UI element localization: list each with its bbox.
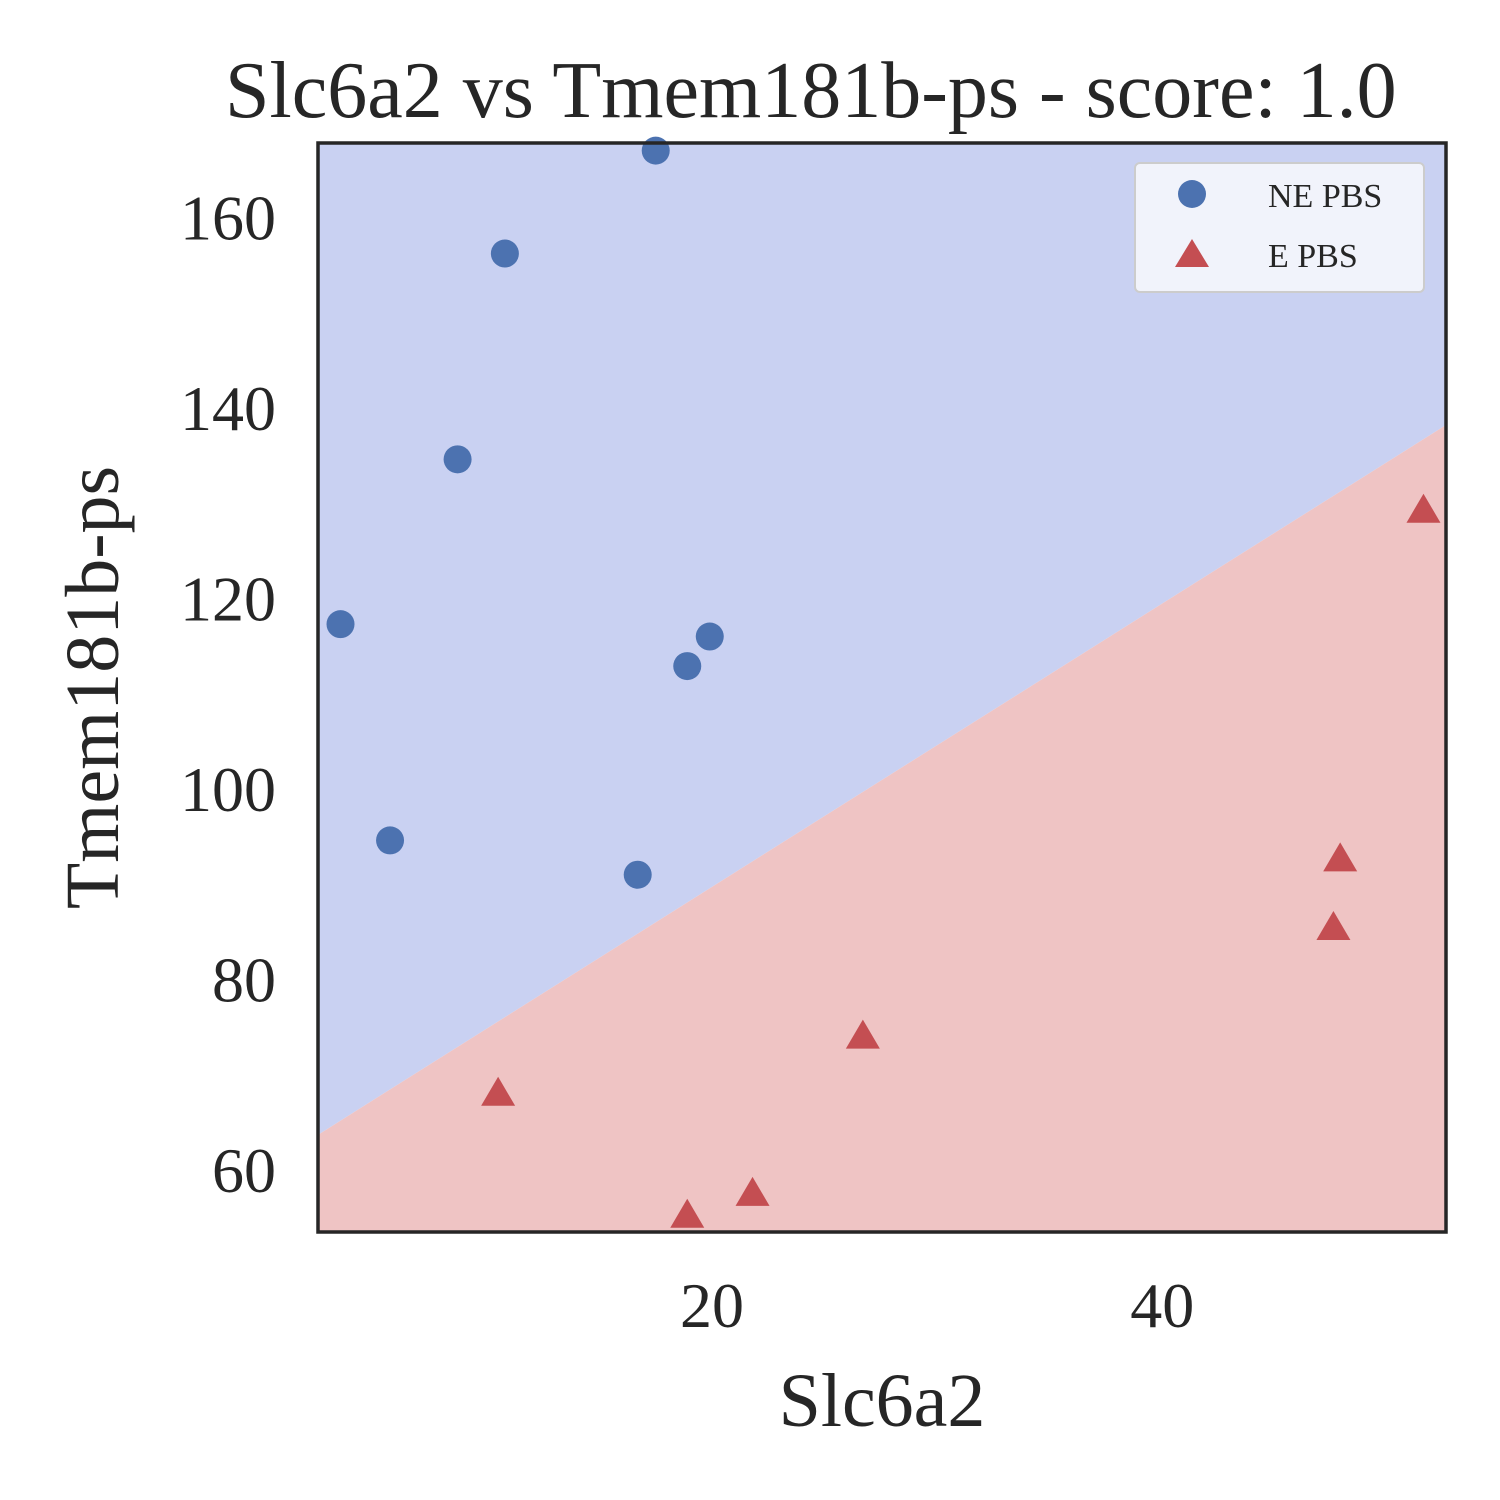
y-tick-label: 120 <box>180 563 276 634</box>
chart-title: Slc6a2 vs Tmem181b-ps - score: 1.0 <box>225 47 1397 135</box>
data-point-ne-pbs <box>326 610 355 639</box>
y-tick-label: 60 <box>212 1135 276 1206</box>
data-point-ne-pbs <box>673 652 702 681</box>
y-axis-label: Tmem181b-ps <box>51 466 135 909</box>
legend-label-e-pbs: E PBS <box>1268 238 1358 275</box>
data-point-ne-pbs <box>490 239 519 268</box>
data-point-e-pbs <box>670 1198 705 1228</box>
y-tick-label: 100 <box>180 754 276 825</box>
marker-layer <box>326 136 1441 1228</box>
legend-marker-e-pbs <box>1175 239 1209 267</box>
data-point-e-pbs <box>1406 493 1441 523</box>
data-point-ne-pbs <box>695 622 724 651</box>
legend-marker-ne-pbs <box>1178 180 1206 208</box>
data-point-e-pbs <box>735 1176 770 1206</box>
x-tick-label: 40 <box>1130 1270 1194 1341</box>
data-point-ne-pbs <box>443 445 472 474</box>
ne-pbs-region <box>318 143 1446 1135</box>
e-pbs-region <box>318 425 1446 1232</box>
data-point-e-pbs <box>1316 911 1351 941</box>
x-axis-label: Slc6a2 <box>779 1359 986 1443</box>
legend-label-ne-pbs: NE PBS <box>1268 178 1382 215</box>
y-tick-label: 80 <box>212 945 276 1016</box>
plot-frame <box>316 141 1448 1234</box>
data-point-e-pbs <box>845 1019 880 1049</box>
data-point-ne-pbs <box>641 136 670 165</box>
data-point-e-pbs <box>481 1076 516 1106</box>
data-point-ne-pbs <box>623 860 652 889</box>
x-tick-label: 20 <box>680 1270 744 1341</box>
data-point-ne-pbs <box>376 826 405 855</box>
legend: NE PBS E PBS <box>1134 162 1425 293</box>
y-tick-label: 160 <box>180 182 276 253</box>
y-tick-label: 140 <box>180 373 276 444</box>
data-point-e-pbs <box>1323 842 1358 872</box>
legend-box <box>1134 162 1425 293</box>
